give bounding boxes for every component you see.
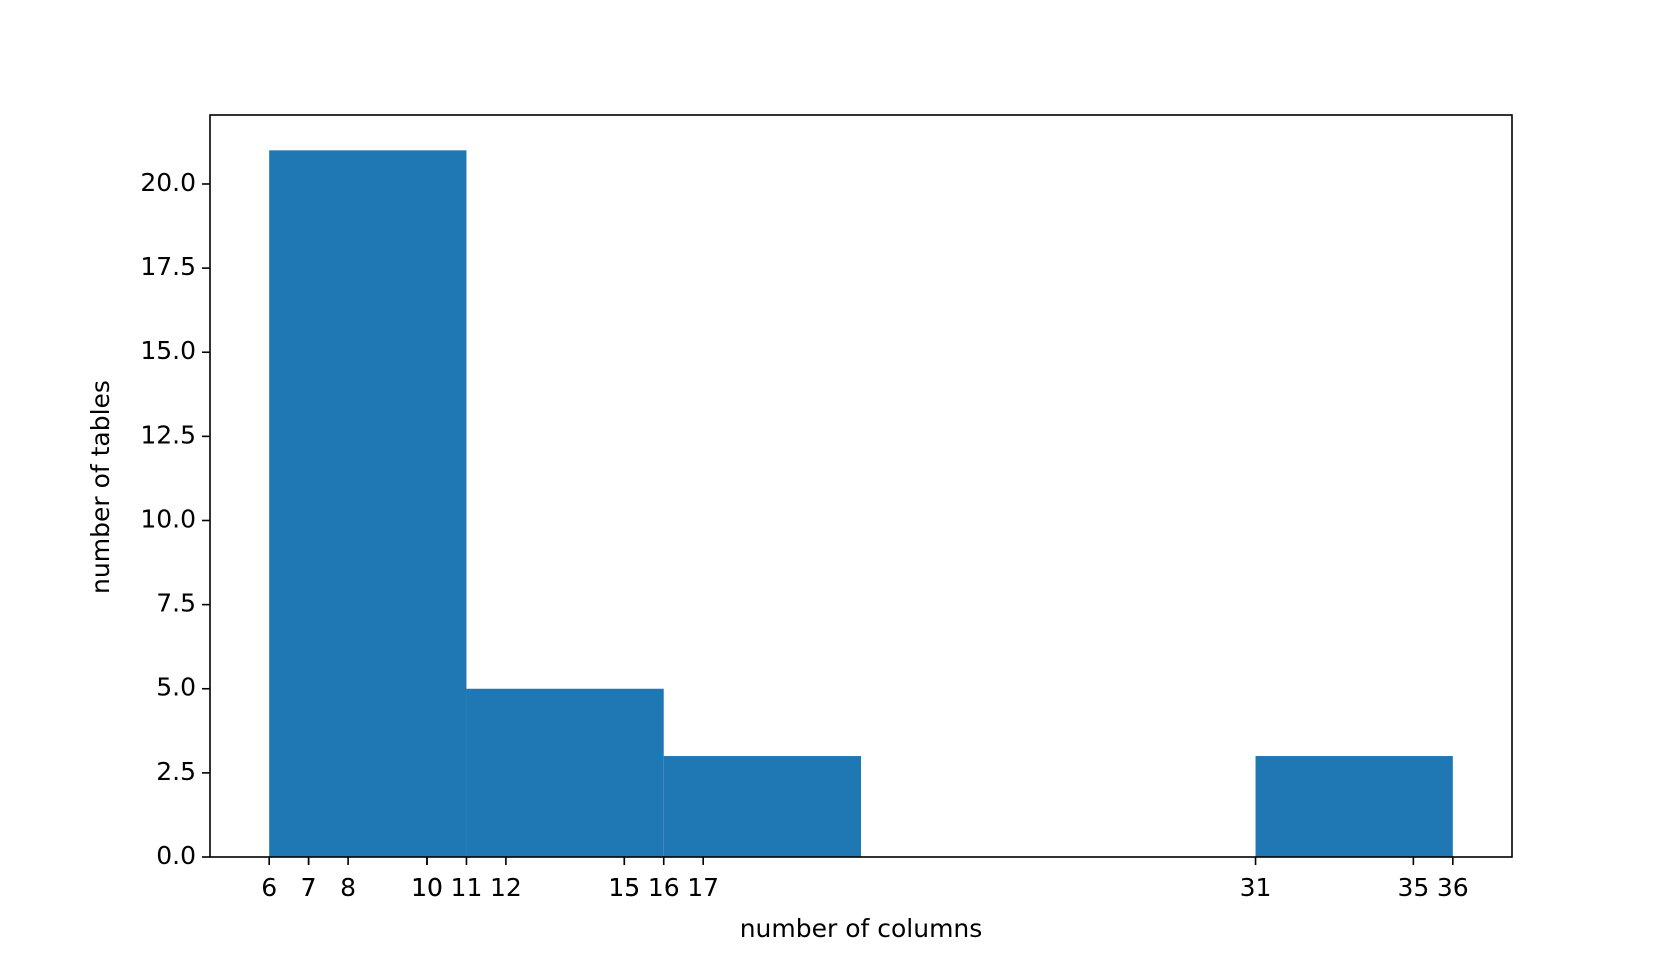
- x-tick-label: 11: [451, 873, 483, 902]
- x-tick-label: 12: [490, 873, 522, 902]
- y-tick-label: 0.0: [156, 841, 196, 870]
- bar: [1255, 756, 1453, 857]
- y-axis-label: number of tables: [86, 380, 115, 594]
- x-tick-label: 10: [411, 873, 443, 902]
- plot-frame: [209, 114, 1513, 858]
- x-tick-label: 35: [1397, 873, 1429, 902]
- x-tick-label: 36: [1437, 873, 1469, 902]
- x-tick-label: 31: [1240, 873, 1272, 902]
- y-tick-label: 12.5: [140, 420, 196, 449]
- y-tick-label: 17.5: [140, 252, 196, 281]
- x-tick-label: 8: [340, 873, 356, 902]
- y-tick-label: 15.0: [140, 336, 196, 365]
- bar: [269, 150, 467, 858]
- x-tick-label: 6: [261, 873, 277, 902]
- bar: [663, 756, 861, 857]
- y-tick-label: 5.0: [156, 673, 196, 702]
- x-tick-label: 15: [608, 873, 640, 902]
- x-tick-label: 7: [301, 873, 317, 902]
- x-tick-label: 10: [411, 873, 443, 902]
- x-tick-label: 15: [608, 873, 640, 902]
- x-tick-label: 7: [301, 873, 317, 902]
- y-tick-label: 7.5: [156, 589, 196, 618]
- x-tick-label: 16: [648, 873, 680, 902]
- y-tick-label: 2.5: [156, 757, 196, 786]
- y-tick-label: 10.0: [140, 504, 196, 533]
- y-tick-label: 20.0: [140, 168, 196, 197]
- x-axis-label: number of columns: [740, 914, 983, 943]
- x-tick-label: 17: [687, 873, 719, 902]
- bar: [466, 688, 664, 857]
